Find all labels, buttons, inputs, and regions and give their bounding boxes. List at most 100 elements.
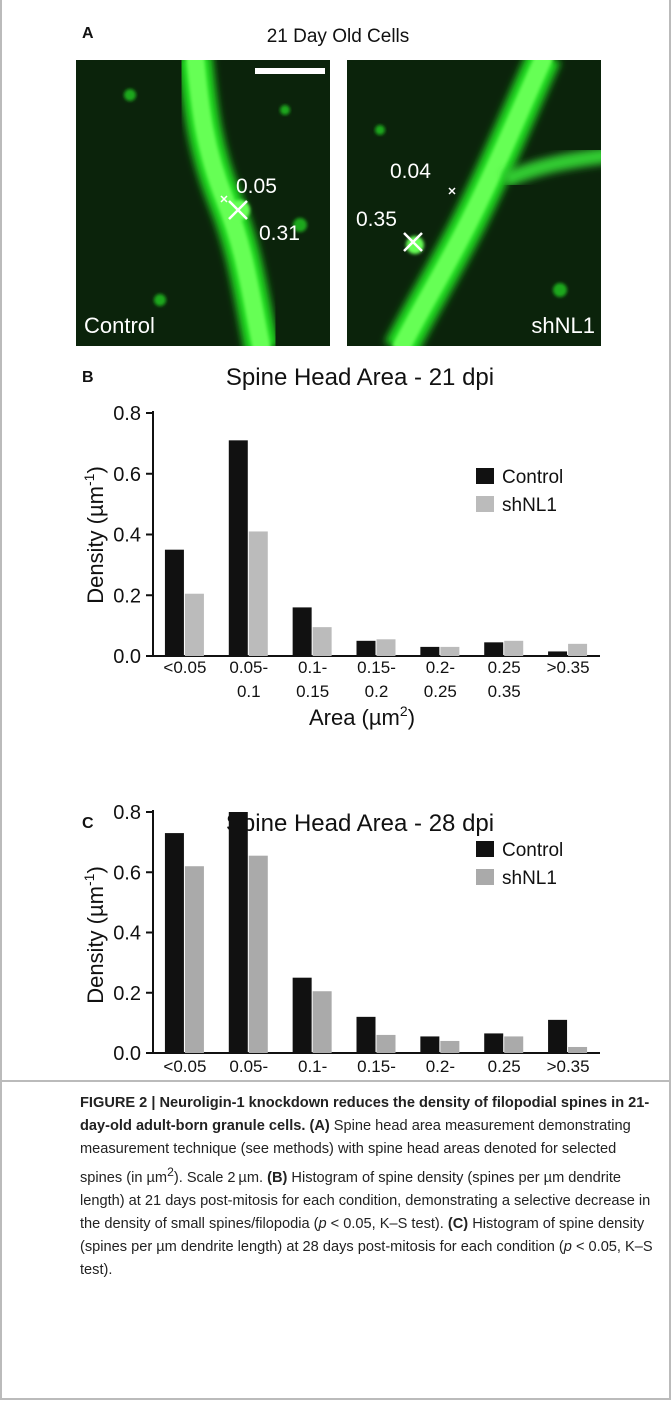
y-tick-label: 0.6	[113, 464, 141, 486]
bar	[249, 531, 268, 656]
bar	[420, 1036, 439, 1053]
spine-annotation: 0.05	[236, 175, 277, 198]
figure: A 21 Day Old Cells 0.05 0.31 Control 0.0…	[0, 0, 671, 1080]
panel-label: A	[82, 25, 94, 42]
bar	[185, 594, 204, 656]
x-tick-label: <0.05	[163, 658, 206, 677]
bar	[293, 978, 312, 1053]
y-tick-label: 0.6	[113, 862, 141, 884]
bar	[548, 1020, 567, 1053]
x-tick-label: 0.1-	[298, 658, 327, 677]
caption-text: ). Scale 2 µm.	[174, 1170, 267, 1186]
chart-title: Spine Head Area - 28 dpi	[226, 810, 494, 837]
spine-annotation: 0.31	[259, 222, 300, 245]
bar	[357, 641, 376, 656]
y-axis-label-sup: -1	[81, 873, 97, 886]
chart-title: Spine Head Area - 21 dpi	[226, 364, 494, 391]
y-axis-label-part: Density (µm	[83, 486, 108, 604]
image-label: Control	[84, 313, 155, 338]
x-axis-label-sup: 2	[400, 703, 408, 719]
x-axis-label: Area (µm2)	[309, 703, 415, 730]
bar	[420, 647, 439, 656]
legend-label: shNL1	[502, 495, 557, 516]
y-tick-label: 0.4	[113, 525, 141, 547]
x-tick-label: 0.25	[488, 658, 521, 677]
bar	[313, 627, 332, 656]
spine-annotation: 0.35	[356, 208, 397, 231]
x-tick-label: 0.25	[488, 1057, 521, 1076]
caption-italic: p	[319, 1216, 327, 1232]
bar	[504, 1036, 523, 1053]
caption-italic: p	[564, 1239, 572, 1255]
bar	[293, 607, 312, 656]
legend-swatch	[476, 869, 494, 885]
bar	[185, 866, 204, 1053]
x-tick-label: <0.05	[163, 1057, 206, 1076]
bar	[357, 1017, 376, 1053]
micrograph	[76, 55, 330, 350]
y-axis-label-part: )	[83, 466, 108, 473]
bar	[440, 1041, 459, 1053]
legend-label: Control	[502, 467, 563, 488]
x-tick-label: 0.2-	[426, 658, 455, 677]
y-axis-label: Density (µm-1)	[81, 466, 108, 604]
caption-panel-ref: (C)	[448, 1216, 468, 1232]
x-axis-label-part: )	[408, 705, 415, 730]
caption-sup: 2	[167, 1165, 174, 1179]
spine-annotation: 0.04	[390, 160, 431, 183]
page: A 21 Day Old Cells 0.05 0.31 Control 0.0…	[0, 0, 671, 1403]
x-tick-label: 0.15-	[357, 1057, 396, 1076]
x-tick-label: >0.35	[547, 1057, 590, 1076]
y-tick-label: 0.4	[113, 923, 141, 945]
y-tick-label: 0.8	[113, 802, 141, 824]
bar	[484, 1033, 503, 1053]
bar	[249, 856, 268, 1053]
y-tick-label: 0.0	[113, 1043, 141, 1065]
legend-label: Control	[502, 840, 563, 861]
panel-label: C	[82, 815, 94, 832]
y-tick-label: 0.0	[113, 646, 141, 668]
x-tick-label: 0.25	[424, 682, 457, 701]
x-tick-label: 0.1	[237, 682, 261, 701]
panel-label: B	[82, 369, 94, 386]
bar	[440, 647, 459, 656]
bar	[229, 440, 248, 656]
figure-caption: FIGURE 2 | Neuroligin-1 knockdown reduce…	[80, 1092, 660, 1282]
bar	[484, 642, 503, 656]
bar	[165, 833, 184, 1053]
y-axis-label-part: Density (µm	[83, 886, 108, 1004]
caption-text: < 0.05, K–S test).	[327, 1216, 448, 1232]
caption-panel-ref: (A)	[305, 1118, 329, 1134]
bar	[568, 644, 587, 656]
bar	[229, 812, 248, 1053]
bar	[377, 639, 396, 656]
panel-title: 21 Day Old Cells	[267, 26, 410, 47]
legend-label: shNL1	[502, 868, 557, 889]
y-tick-label: 0.2	[113, 983, 141, 1005]
x-tick-label: 0.1-	[298, 1057, 327, 1076]
bar	[377, 1035, 396, 1053]
legend-swatch	[476, 841, 494, 857]
legend-swatch	[476, 496, 494, 512]
micrograph	[347, 55, 610, 350]
y-axis-label-part: )	[83, 866, 108, 873]
x-tick-label: >0.35	[547, 658, 590, 677]
x-tick-label: 0.15-	[357, 658, 396, 677]
bar	[548, 651, 567, 656]
y-tick-label: 0.2	[113, 585, 141, 607]
x-tick-label: 0.2-	[426, 1057, 455, 1076]
bar	[313, 991, 332, 1053]
x-tick-label: 0.05-	[229, 658, 268, 677]
image-label: shNL1	[531, 313, 595, 338]
bar	[568, 1047, 587, 1053]
x-tick-label: 0.05-	[229, 1057, 268, 1076]
x-tick-label: 0.15	[296, 682, 329, 701]
x-tick-label: 0.35	[488, 682, 521, 701]
caption-panel-ref: (B)	[267, 1170, 287, 1186]
x-tick-label: 0.2	[365, 682, 389, 701]
y-axis-label: Density (µm-1)	[81, 866, 108, 1004]
y-axis-label-sup: -1	[81, 473, 97, 486]
y-tick-label: 0.8	[113, 403, 141, 425]
x-axis-label-part: Area (µm	[309, 705, 400, 730]
legend-swatch	[476, 468, 494, 484]
